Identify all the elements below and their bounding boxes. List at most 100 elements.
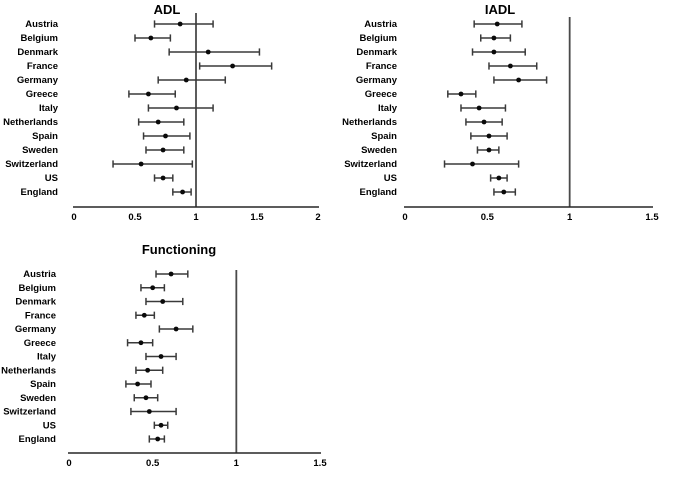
forest-row-us: US bbox=[45, 173, 174, 184]
country-label: Denmark bbox=[17, 47, 58, 58]
country-label: Italy bbox=[39, 103, 59, 114]
point-estimate bbox=[173, 326, 179, 332]
x-tick-label: 0 bbox=[402, 212, 407, 223]
x-tick-label: 1 bbox=[234, 458, 240, 469]
x-tick-label: 0.5 bbox=[146, 458, 160, 469]
forest-row-switzerland: Switzerland bbox=[344, 159, 520, 170]
country-label: Austria bbox=[25, 19, 58, 30]
country-label: England bbox=[360, 187, 398, 198]
forest-row-england: England bbox=[19, 434, 166, 445]
forest-row-netherlands: Netherlands bbox=[342, 117, 503, 128]
point-estimate bbox=[230, 63, 236, 69]
adl-plot-canvas: Austria Belgium Denmark France Germany Greece… bbox=[3, 13, 321, 223]
point-estimate bbox=[494, 21, 500, 27]
forest-row-netherlands: Netherlands bbox=[3, 117, 185, 128]
forest-row-france: France bbox=[25, 310, 156, 321]
forest-row-denmark: Denmark bbox=[15, 297, 184, 308]
forest-row-sweden: Sweden bbox=[361, 145, 500, 156]
country-label: US bbox=[384, 173, 397, 184]
country-label: US bbox=[45, 173, 58, 184]
adl-chart-title: ADL bbox=[153, 2, 181, 17]
forest-row-greece: Greece bbox=[24, 338, 154, 349]
forest-row-spain: Spain bbox=[32, 131, 191, 142]
country-label: Switzerland bbox=[344, 159, 397, 170]
functioning-chart-title: Functioning bbox=[141, 242, 217, 257]
adl-forest-plot: ADL Austria Belgium Denmark France Germany Gr… bbox=[0, 0, 342, 234]
forest-row-austria: Austria bbox=[364, 19, 523, 30]
point-estimate bbox=[150, 285, 156, 291]
x-tick-label: 2 bbox=[315, 212, 320, 223]
country-label: Sweden bbox=[20, 393, 56, 404]
point-estimate bbox=[163, 133, 168, 139]
country-label: Sweden bbox=[361, 145, 397, 156]
point-estimate bbox=[138, 340, 144, 346]
functioning-plot-canvas: Austria Belgium Denmark France Germany Greece… bbox=[1, 269, 327, 469]
x-tick-label: 0 bbox=[71, 212, 76, 223]
point-estimate bbox=[491, 35, 497, 41]
country-label: England bbox=[21, 187, 59, 198]
point-estimate bbox=[160, 147, 166, 153]
point-estimate bbox=[491, 49, 497, 55]
country-label: Greece bbox=[24, 338, 56, 349]
forest-row-germany: Germany bbox=[356, 75, 548, 86]
country-label: Belgium bbox=[360, 33, 397, 44]
point-estimate bbox=[470, 161, 475, 167]
point-estimate bbox=[507, 63, 513, 69]
forest-row-switzerland: Switzerland bbox=[5, 159, 194, 170]
forest-row-austria: Austria bbox=[25, 19, 214, 30]
country-label: France bbox=[25, 310, 56, 321]
country-label: Netherlands bbox=[342, 117, 397, 128]
point-estimate bbox=[138, 161, 144, 167]
point-estimate bbox=[141, 312, 147, 318]
country-label: England bbox=[19, 434, 57, 445]
country-label: Belgium bbox=[21, 33, 58, 44]
point-estimate bbox=[501, 189, 507, 195]
forest-row-england: England bbox=[21, 187, 192, 198]
forest-row-denmark: Denmark bbox=[17, 47, 261, 58]
country-label: Italy bbox=[37, 352, 57, 363]
point-estimate bbox=[481, 119, 487, 125]
point-estimate bbox=[145, 367, 151, 373]
iadl-plot-canvas: Austria Belgium Denmark France Germany Greece… bbox=[342, 17, 659, 223]
functioning-forest-plot: Functioning Austria Belgium Denmark France G… bbox=[0, 239, 342, 478]
country-label: Denmark bbox=[15, 297, 56, 308]
point-estimate bbox=[180, 189, 185, 195]
point-estimate bbox=[177, 21, 183, 27]
forest-row-us: US bbox=[43, 420, 169, 431]
x-tick-label: 1.5 bbox=[250, 212, 264, 223]
country-label: US bbox=[43, 420, 56, 431]
forest-row-belgium: Belgium bbox=[19, 283, 166, 294]
point-estimate bbox=[146, 409, 152, 414]
forest-row-switzerland: Switzerland bbox=[3, 407, 177, 418]
country-label: France bbox=[366, 61, 397, 72]
point-estimate bbox=[160, 175, 166, 181]
forest-row-netherlands: Netherlands bbox=[1, 365, 164, 376]
forest-row-italy: Italy bbox=[37, 352, 177, 363]
country-label: Greece bbox=[26, 89, 58, 100]
point-estimate bbox=[148, 35, 154, 41]
iadl-forest-plot: IADL Austria Belgium Denmark France Germany G… bbox=[342, 0, 685, 234]
x-tick-label: 0.5 bbox=[128, 212, 142, 223]
country-label: Greece bbox=[365, 89, 397, 100]
country-label: Belgium bbox=[19, 283, 56, 294]
country-label: Germany bbox=[17, 75, 59, 86]
forest-row-england: England bbox=[360, 187, 517, 198]
country-label: Spain bbox=[32, 131, 58, 142]
x-tick-label: 1.5 bbox=[313, 458, 327, 469]
point-estimate bbox=[183, 77, 189, 83]
point-estimate bbox=[168, 271, 174, 277]
country-label: Denmark bbox=[356, 47, 397, 58]
forest-row-germany: Germany bbox=[15, 324, 194, 335]
country-label: Austria bbox=[364, 19, 397, 30]
iadl-chart-title: IADL bbox=[484, 2, 516, 17]
forest-row-greece: Greece bbox=[365, 89, 477, 100]
forest-row-france: France bbox=[366, 61, 538, 72]
point-estimate bbox=[158, 354, 164, 359]
x-tick-label: 0 bbox=[66, 458, 71, 469]
country-label: Germany bbox=[356, 75, 398, 86]
point-estimate bbox=[516, 77, 522, 83]
forest-row-italy: Italy bbox=[378, 103, 507, 114]
country-label: Sweden bbox=[22, 145, 58, 156]
country-label: Austria bbox=[23, 269, 56, 280]
